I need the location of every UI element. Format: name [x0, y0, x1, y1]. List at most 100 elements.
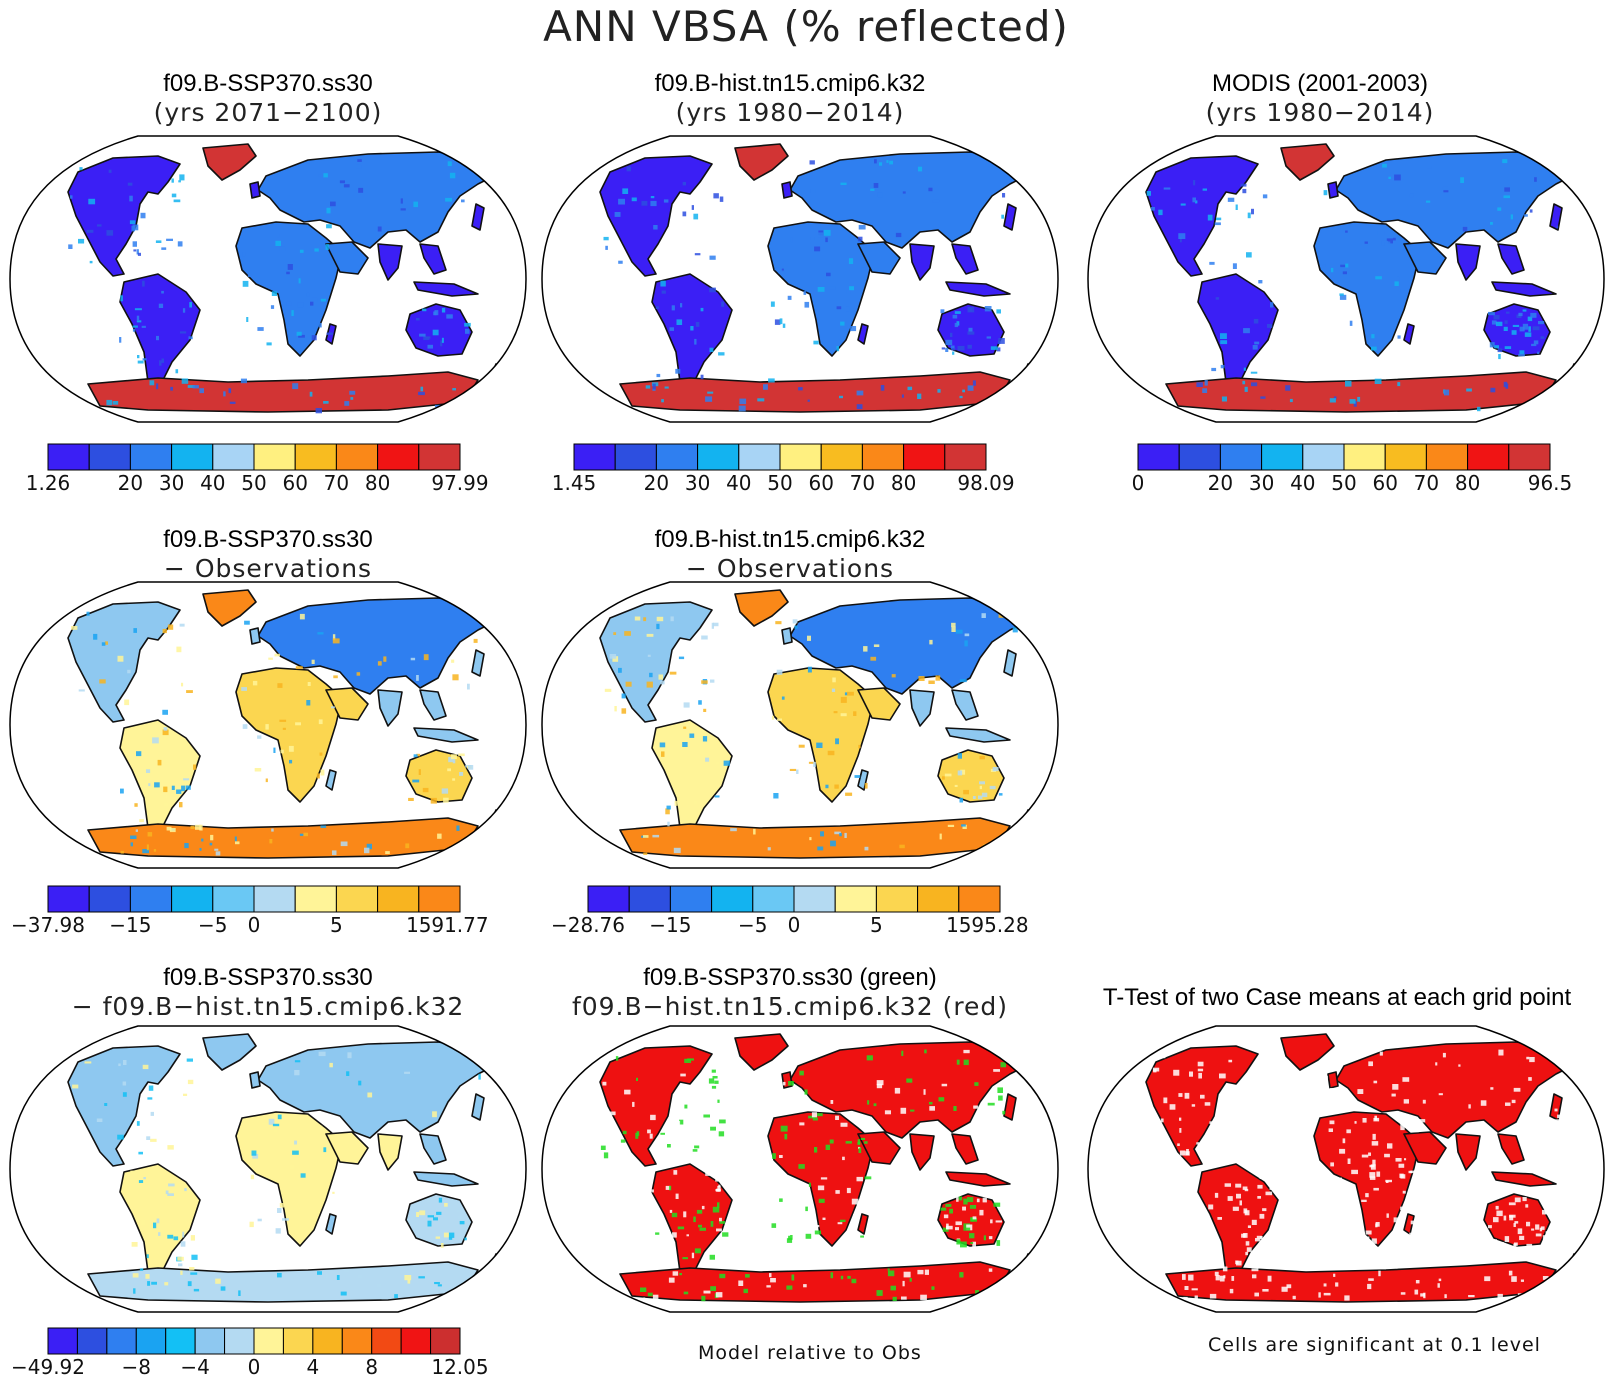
- grid-cell: [1513, 1087, 1521, 1092]
- grid-cell: [847, 1275, 851, 1279]
- grid-cell: [964, 640, 968, 647]
- grid-cell: [959, 797, 963, 803]
- grid-cell: [718, 1184, 721, 1188]
- grid-cell: [656, 373, 661, 378]
- grid-cell: [364, 847, 370, 854]
- land-northAmerica: [599, 155, 713, 277]
- grid-cell: [176, 789, 182, 794]
- grid-cell: [1215, 1244, 1222, 1248]
- colorbar-tick-label: 50: [767, 471, 792, 492]
- grid-cell: [830, 1272, 834, 1279]
- grid-cell: [265, 778, 268, 783]
- grid-cell: [114, 1272, 118, 1278]
- grid-cell: [659, 742, 666, 748]
- colorbar-box: [711, 885, 754, 913]
- grid-cell: [1418, 1126, 1422, 1130]
- grid-cell: [145, 1274, 150, 1279]
- grid-cell: [1012, 626, 1018, 633]
- grid-cell: [163, 734, 167, 741]
- grid-cell: [886, 160, 889, 163]
- grid-cell: [1495, 321, 1503, 327]
- grid-cell: [669, 327, 674, 331]
- grid-cell: [418, 1276, 425, 1279]
- grid-cell: [834, 831, 841, 835]
- colorbar-box: [1508, 443, 1551, 471]
- grid-cell: [1497, 348, 1503, 353]
- grid-cell: [277, 683, 283, 688]
- grid-cell: [1368, 1278, 1374, 1281]
- land-seasia: [1497, 243, 1525, 275]
- grid-cell: [958, 1196, 963, 1201]
- grid-cell: [990, 346, 998, 350]
- grid-cell: [899, 844, 905, 849]
- grid-cell: [1251, 382, 1258, 387]
- grid-cell: [1504, 1236, 1510, 1242]
- grid-cell: [168, 1183, 175, 1187]
- grid-cell: [701, 680, 708, 684]
- grid-cell: [142, 849, 149, 854]
- colorbar-box: [655, 443, 699, 471]
- grid-cell: [718, 1131, 725, 1137]
- grid-cell: [1224, 1183, 1231, 1187]
- grid-cell: [426, 1199, 430, 1203]
- grid-cell: [1460, 177, 1464, 183]
- grid-cell: [846, 1187, 851, 1194]
- grid-cell: [93, 633, 98, 640]
- panel-4-map: [9, 581, 527, 869]
- grid-cell: [261, 1122, 267, 1125]
- grid-cell: [1435, 1062, 1438, 1066]
- land-arabia: [325, 241, 369, 275]
- grid-cell: [830, 1100, 834, 1104]
- land-northAmerica: [1145, 1045, 1259, 1167]
- grid-cell: [1522, 323, 1529, 330]
- colorbar-tick-label: 91.77: [431, 913, 488, 934]
- grid-cell: [178, 1274, 183, 1280]
- colorbar-box: [1467, 443, 1510, 471]
- grid-cell: [1351, 1169, 1358, 1175]
- panel-3-colorbar: 0 20 30 40 50 60 70 80 96.5: [1132, 443, 1572, 492]
- land-indonesia: [945, 727, 1011, 743]
- panel-6-colorbar: −49.92 −8 −4 0 4 8 12.05: [11, 1327, 489, 1379]
- grid-cell: [743, 1288, 748, 1294]
- grid-cell: [840, 1122, 848, 1127]
- grid-cell: [133, 249, 137, 252]
- grid-cell: [1381, 240, 1389, 246]
- grid-cell: [652, 383, 656, 390]
- colorbar-box: [47, 1327, 78, 1355]
- grid-cell: [1509, 1215, 1514, 1221]
- grid-cell: [1494, 345, 1499, 349]
- grid-cell: [130, 842, 133, 847]
- grid-cell: [703, 708, 707, 712]
- grid-cell: [413, 201, 418, 208]
- grid-cell: [1252, 1274, 1257, 1279]
- grid-cell: [676, 319, 683, 325]
- grid-cell: [945, 339, 953, 346]
- grid-cell: [796, 769, 799, 774]
- grid-cell: [1415, 1280, 1420, 1284]
- grid-cell: [88, 198, 96, 205]
- grid-cell: [1372, 1159, 1376, 1166]
- grid-cell: [813, 340, 819, 345]
- grid-cell: [277, 1208, 282, 1213]
- colorbar-box: [418, 443, 461, 471]
- grid-cell: [808, 761, 816, 764]
- grid-cell: [148, 1085, 154, 1091]
- grid-cell: [1508, 1202, 1516, 1206]
- grid-cell: [1219, 1275, 1225, 1282]
- grid-cell: [1361, 1154, 1369, 1158]
- grid-cell: [1247, 212, 1251, 219]
- grid-cell: [173, 199, 181, 203]
- grid-cell: [271, 828, 274, 832]
- grid-cell: [861, 267, 866, 273]
- grid-cell: [1173, 1069, 1180, 1076]
- grid-cell: [1328, 1092, 1334, 1096]
- grid-cell: [299, 613, 305, 620]
- grid-cell: [220, 1286, 226, 1291]
- grid-cell: [117, 655, 124, 662]
- grid-cell: [1245, 1251, 1248, 1256]
- grid-cell: [870, 188, 875, 191]
- grid-cell: [452, 778, 456, 781]
- grid-cell: [422, 308, 427, 312]
- grid-cell: [433, 311, 437, 316]
- grid-cell: [612, 656, 619, 662]
